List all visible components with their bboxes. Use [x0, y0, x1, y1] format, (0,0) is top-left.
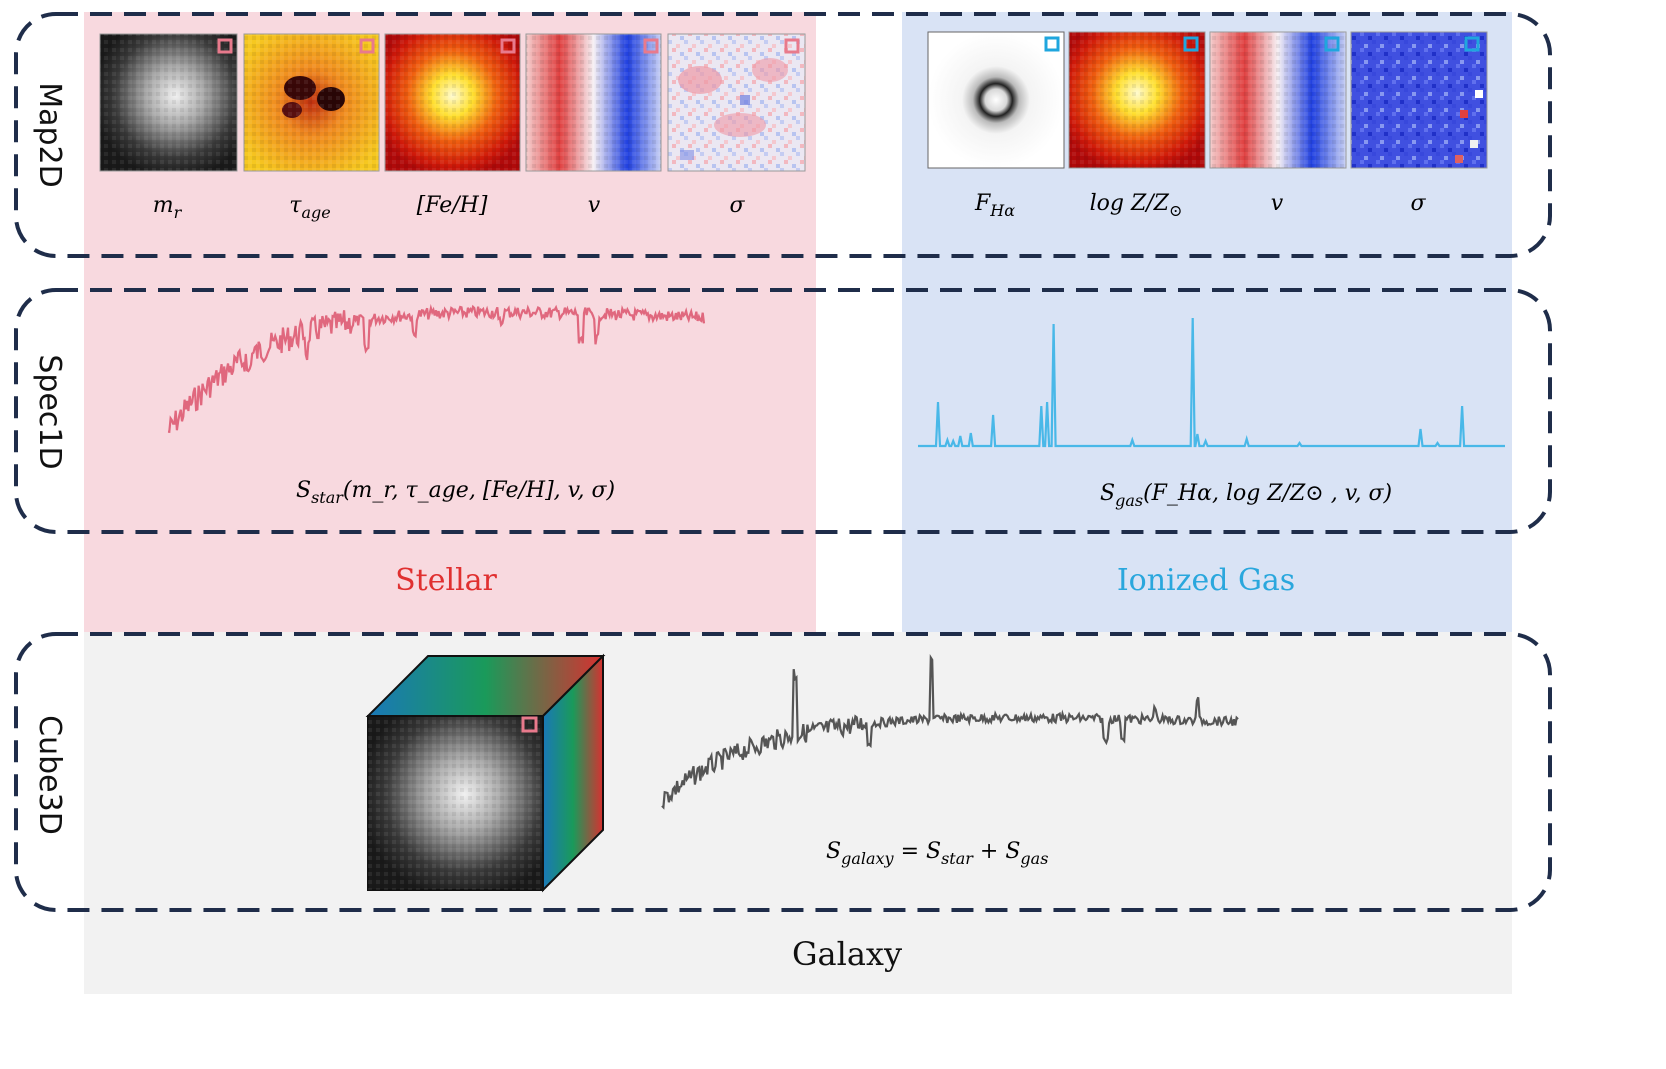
label-sigma-stellar: σ [729, 193, 745, 218]
gas-map-v [1209, 31, 1347, 169]
label-log-z: log Z/Z⊙ [1090, 191, 1183, 220]
row-label-spec1d: Spec1D [32, 354, 67, 469]
galaxy-title: Galaxy [792, 935, 902, 973]
spec1d-frame [14, 288, 1552, 534]
stellar-map-labels: mr τage [Fe/H] v σ [153, 193, 746, 222]
cube3d-frame [14, 632, 1552, 912]
gas-map-sigma [1350, 31, 1488, 169]
gas-map-log-z [1068, 31, 1206, 169]
data-cube [365, 653, 606, 893]
gas-spectrum-curve [918, 317, 1505, 448]
galaxy-spectrum-curve [661, 653, 1239, 810]
label-tau-age: τage [289, 193, 330, 222]
label-v-stellar: v [588, 193, 601, 218]
stellar-title: Stellar [395, 563, 497, 598]
label-v-gas: v [1271, 191, 1284, 216]
gas-title: Ionized Gas [1117, 563, 1295, 598]
galaxy-panel [84, 632, 1512, 994]
stellar-map-sigma [667, 33, 806, 172]
gas-map-labels: FHα log Z/Z⊙ v σ [974, 191, 1427, 220]
stellar-formula: Sstar(m_r, τ_age, [Fe/H], v, σ) [296, 478, 615, 507]
label-m-r: mr [153, 193, 183, 222]
stellar-map-tau-age [243, 33, 380, 172]
gas-map-f-halpha [927, 31, 1065, 169]
stellar-spectrum-curve [167, 303, 706, 433]
row-label-cube3d: Cube3D [32, 715, 67, 835]
stellar-map-m-r [99, 33, 238, 172]
label-sigma-gas: σ [1410, 191, 1426, 216]
gas-formula: Sgas(F_Hα, log Z/Z⊙ , v, σ) [1100, 481, 1392, 510]
label-fe-h: [Fe/H] [417, 193, 488, 218]
row-label-map2d: Map2D [32, 82, 67, 188]
stellar-map-v [525, 33, 662, 172]
map2d-frame [14, 12, 1552, 258]
stellar-map-fe-h [384, 33, 521, 172]
galaxy-formula: Sgalaxy = Sstar + Sgas [826, 839, 1048, 868]
label-f-halpha: FHα [974, 191, 1015, 220]
